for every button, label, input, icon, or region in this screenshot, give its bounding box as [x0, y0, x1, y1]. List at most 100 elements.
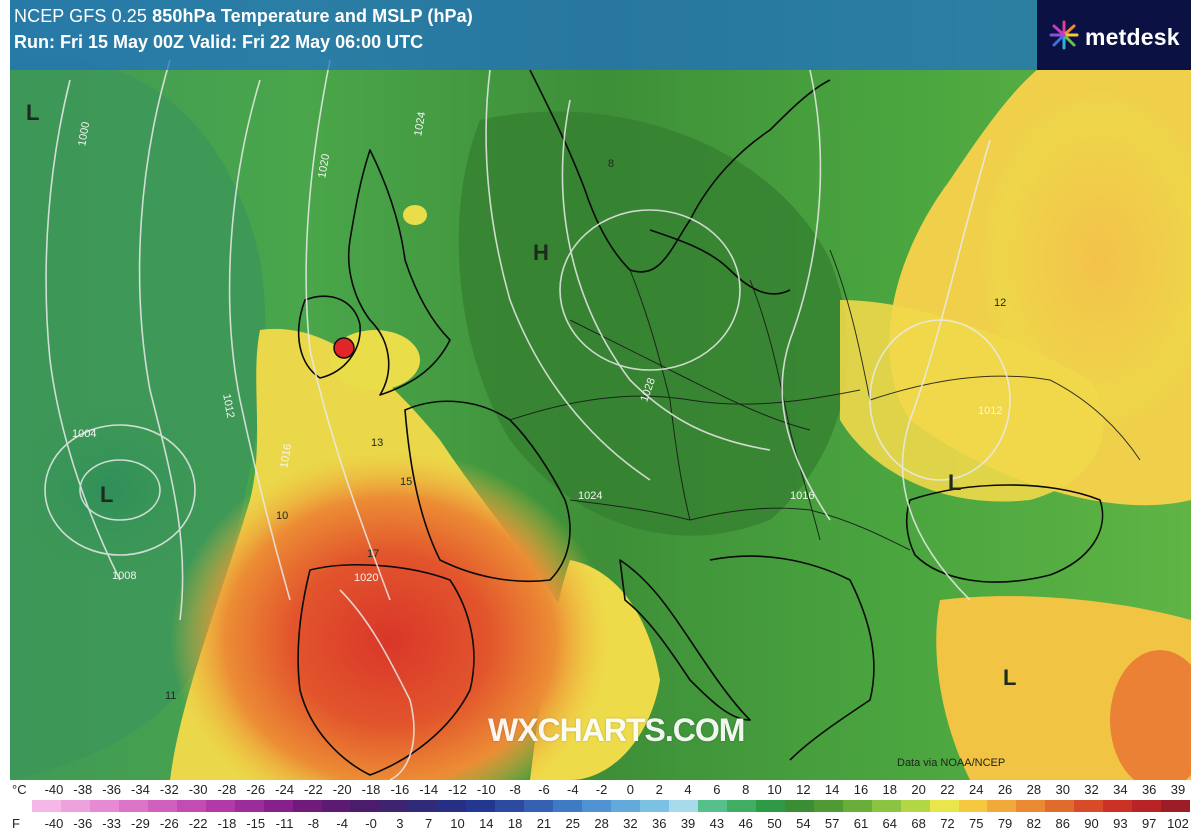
legend-fahrenheit-value: 82 [1026, 816, 1042, 831]
eastern-warm-core [980, 90, 1191, 430]
legend-swatch [147, 800, 177, 812]
legend-swatch [466, 800, 496, 812]
legend-celsius-value: -4 [566, 782, 579, 797]
legend-celsius-value: 10 [767, 782, 782, 797]
legend-fahrenheit-unit: F [12, 816, 20, 831]
legend-swatch [379, 800, 409, 812]
legend-swatch [176, 800, 206, 812]
legend-celsius-value: -40 [44, 782, 64, 797]
legend-fahrenheit-value: 75 [969, 816, 984, 831]
legend-fahrenheit-value: 36 [651, 816, 667, 831]
legend-swatch [958, 800, 988, 812]
legend-celsius-value: -6 [538, 782, 550, 797]
legend-celsius-value: -2 [595, 782, 608, 797]
temperature-label: 10 [276, 510, 289, 522]
legend-swatch [553, 800, 583, 812]
legend-fahrenheit-value: 79 [997, 816, 1013, 831]
france-outline [404, 400, 571, 583]
wxcharts-watermark: WXCHARTS.COM [488, 712, 745, 748]
legend-celsius-value: 18 [882, 782, 898, 797]
legend-celsius-value: -28 [217, 782, 237, 797]
isobar-label: 1004 [72, 428, 97, 440]
legend-celsius-value: -16 [390, 782, 410, 797]
legend-fahrenheit-value: -29 [131, 816, 150, 831]
legend-swatch [408, 800, 438, 812]
legend-celsius-value: 34 [1113, 782, 1128, 797]
iberia-outline [297, 564, 475, 776]
low-pressure-label: L [948, 470, 962, 495]
legend-swatch [1045, 800, 1075, 812]
legend-swatch [640, 800, 669, 812]
legend-swatch [32, 800, 61, 812]
uk-outline [347, 149, 451, 396]
legend-celsius-value: -38 [73, 782, 93, 797]
legend-swatch [292, 800, 322, 812]
metdesk-starburst-icon [1049, 20, 1079, 50]
chart-frame: L H L L L 1000 1004 1008 1012 1016 1020 … [10, 0, 1191, 839]
legend-fahrenheit-value: 25 [565, 816, 580, 831]
central-europe-region [458, 111, 848, 536]
legend-swatch [1074, 800, 1104, 812]
legend-swatch [813, 800, 843, 812]
legend-celsius-value: -8 [509, 782, 521, 797]
legend-swatch [582, 800, 612, 812]
legend-fahrenheit-value: -36 [73, 816, 93, 831]
temperature-label: 8 [608, 158, 615, 170]
legend-swatch [1016, 800, 1046, 812]
legend-celsius-value: -18 [361, 782, 381, 797]
turkey-hot-core [1110, 650, 1191, 780]
metdesk-logo-text: metdesk [1085, 24, 1180, 50]
legend-celsius-value: 28 [1026, 782, 1042, 797]
chart-title-prefix: NCEP GFS 0.25 [14, 6, 153, 26]
chart-title: NCEP GFS 0.25 850hPa Temperature and MSL… [14, 6, 473, 27]
low-pressure-label: L [100, 482, 114, 507]
legend-celsius-value: -26 [246, 782, 266, 797]
legend-swatch [842, 800, 872, 812]
italy-outline [619, 559, 751, 721]
legend-fahrenheit-value: -4 [336, 816, 348, 831]
ukraine-warm-region [840, 300, 1104, 502]
legend-swatch [263, 800, 293, 812]
temperature-label: 13 [371, 437, 384, 449]
legend-swatch [321, 800, 351, 812]
baltic-outline [649, 229, 791, 295]
north-sea-warm-patch [403, 205, 427, 225]
legend-fahrenheit-value: 68 [911, 816, 926, 831]
metdesk-logo[interactable]: metdesk [1037, 0, 1191, 70]
legend-fahrenheit-value: 93 [1113, 816, 1128, 831]
legend-swatch [929, 800, 959, 812]
legend-fahrenheit-value: -11 [275, 816, 294, 831]
temperature-legend: °C -40 -38 -36 -34 -32 -30 -28 -26 -24 -22 -20 -18-… [10, 780, 1191, 839]
legend-fahrenheit-value: 18 [507, 816, 523, 831]
legend-swatch [437, 800, 467, 812]
legend-fahrenheit-value: 7 [425, 816, 433, 831]
weather-map [10, 0, 1191, 780]
legend-swatch [755, 800, 785, 812]
legend-swatch [611, 800, 641, 812]
legend-swatch [900, 800, 930, 812]
legend-swatch [1132, 800, 1162, 812]
legend-fahrenheit-value: 43 [709, 816, 725, 831]
legend-fahrenheit-value: 46 [738, 816, 753, 831]
temperature-label: 11 [165, 690, 177, 702]
legend-fahrenheit-value: 97 [1141, 816, 1157, 831]
isobar-label: 1008 [112, 570, 137, 582]
legend-fahrenheit-value: 57 [824, 816, 840, 831]
legend-celsius-value: 6 [713, 782, 721, 797]
legend-celsius-value: -36 [102, 782, 122, 797]
isobar-label: 1012 [978, 405, 1003, 417]
legend-fahrenheit-value: -8 [307, 816, 320, 831]
legend-celsius-value: -30 [188, 782, 208, 797]
isobars [44, 59, 1011, 780]
legend-celsius-value: 4 [684, 782, 692, 797]
legend-celsius-unit: °C [12, 782, 27, 797]
legend-celsius-value: 32 [1084, 782, 1099, 797]
isobar-label: 1016 [790, 490, 815, 502]
legend-swatch [1103, 800, 1133, 812]
location-marker[interactable] [333, 337, 355, 359]
legend-celsius-value: 16 [853, 782, 869, 797]
legend-swatch [668, 800, 698, 812]
legend-fahrenheit-value: -33 [102, 816, 122, 831]
legend-fahrenheit-value: 50 [767, 816, 782, 831]
scandinavia-outline [529, 69, 831, 273]
